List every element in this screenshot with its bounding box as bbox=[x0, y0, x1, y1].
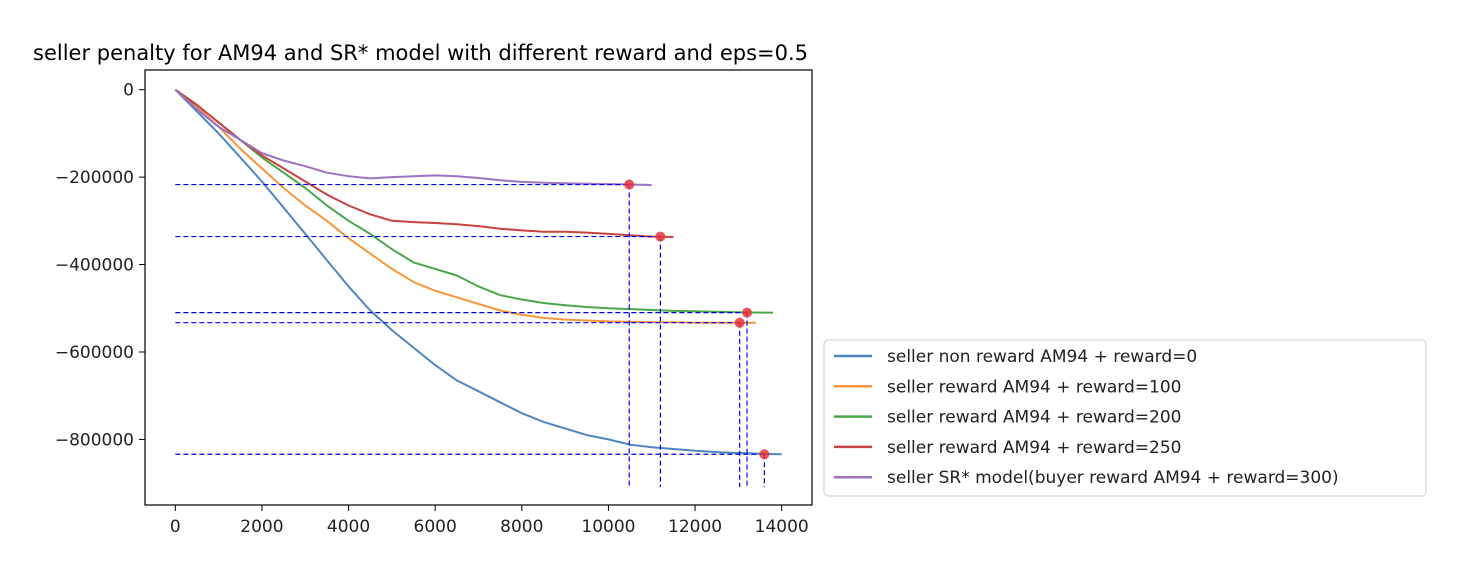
marker-point-5 bbox=[624, 179, 635, 190]
legend-label-2: seller reward AM94 + reward=100 bbox=[887, 377, 1181, 397]
y-tick-label-1: −200000 bbox=[55, 168, 134, 188]
x-tick-label-7: 14000 bbox=[755, 517, 809, 537]
x-tick-label-0: 0 bbox=[170, 517, 181, 537]
marker-point-1 bbox=[759, 449, 770, 460]
series-line-1 bbox=[174, 88, 782, 456]
marker-point-2 bbox=[734, 317, 745, 328]
series-layer bbox=[174, 88, 782, 456]
legend: seller non reward AM94 + reward=0 seller … bbox=[823, 339, 1427, 497]
y-axis: 0 −200000 −400000 −600000 −800000 bbox=[55, 81, 145, 450]
series-line-5 bbox=[174, 88, 652, 186]
legend-frame bbox=[823, 339, 1427, 497]
plot-frame bbox=[144, 69, 813, 506]
legend-label-3: seller reward AM94 + reward=200 bbox=[887, 408, 1181, 428]
x-tick-label-2: 4000 bbox=[327, 517, 370, 537]
legend-label-5: seller SR* model(buyer reward AM94 + rew… bbox=[887, 468, 1339, 488]
x-axis: 0 2000 4000 6000 8000 10000 12000 14000 bbox=[170, 505, 809, 537]
chart-title: seller penalty for AM94 and SR* model wi… bbox=[33, 41, 808, 65]
x-tick-label-3: 6000 bbox=[414, 517, 457, 537]
y-tick-label-4: −800000 bbox=[55, 430, 134, 450]
x-tick-label-1: 2000 bbox=[240, 517, 283, 537]
y-tick-label-0: 0 bbox=[123, 81, 134, 101]
markers-layer bbox=[624, 179, 770, 460]
legend-label-1: seller non reward AM94 + reward=0 bbox=[887, 347, 1197, 367]
marker-point-3 bbox=[742, 307, 753, 318]
y-tick-label-2: −400000 bbox=[55, 256, 134, 276]
guide-lines bbox=[175, 183, 765, 487]
legend-label-4: seller reward AM94 + reward=250 bbox=[887, 438, 1181, 458]
x-tick-label-5: 10000 bbox=[581, 517, 635, 537]
x-tick-label-6: 12000 bbox=[668, 517, 722, 537]
marker-point-4 bbox=[655, 231, 666, 242]
series-line-3 bbox=[174, 88, 773, 314]
x-tick-label-4: 8000 bbox=[500, 517, 543, 537]
series-line-4 bbox=[174, 88, 674, 238]
y-tick-label-3: −600000 bbox=[55, 343, 134, 363]
series-line-2 bbox=[174, 88, 756, 324]
